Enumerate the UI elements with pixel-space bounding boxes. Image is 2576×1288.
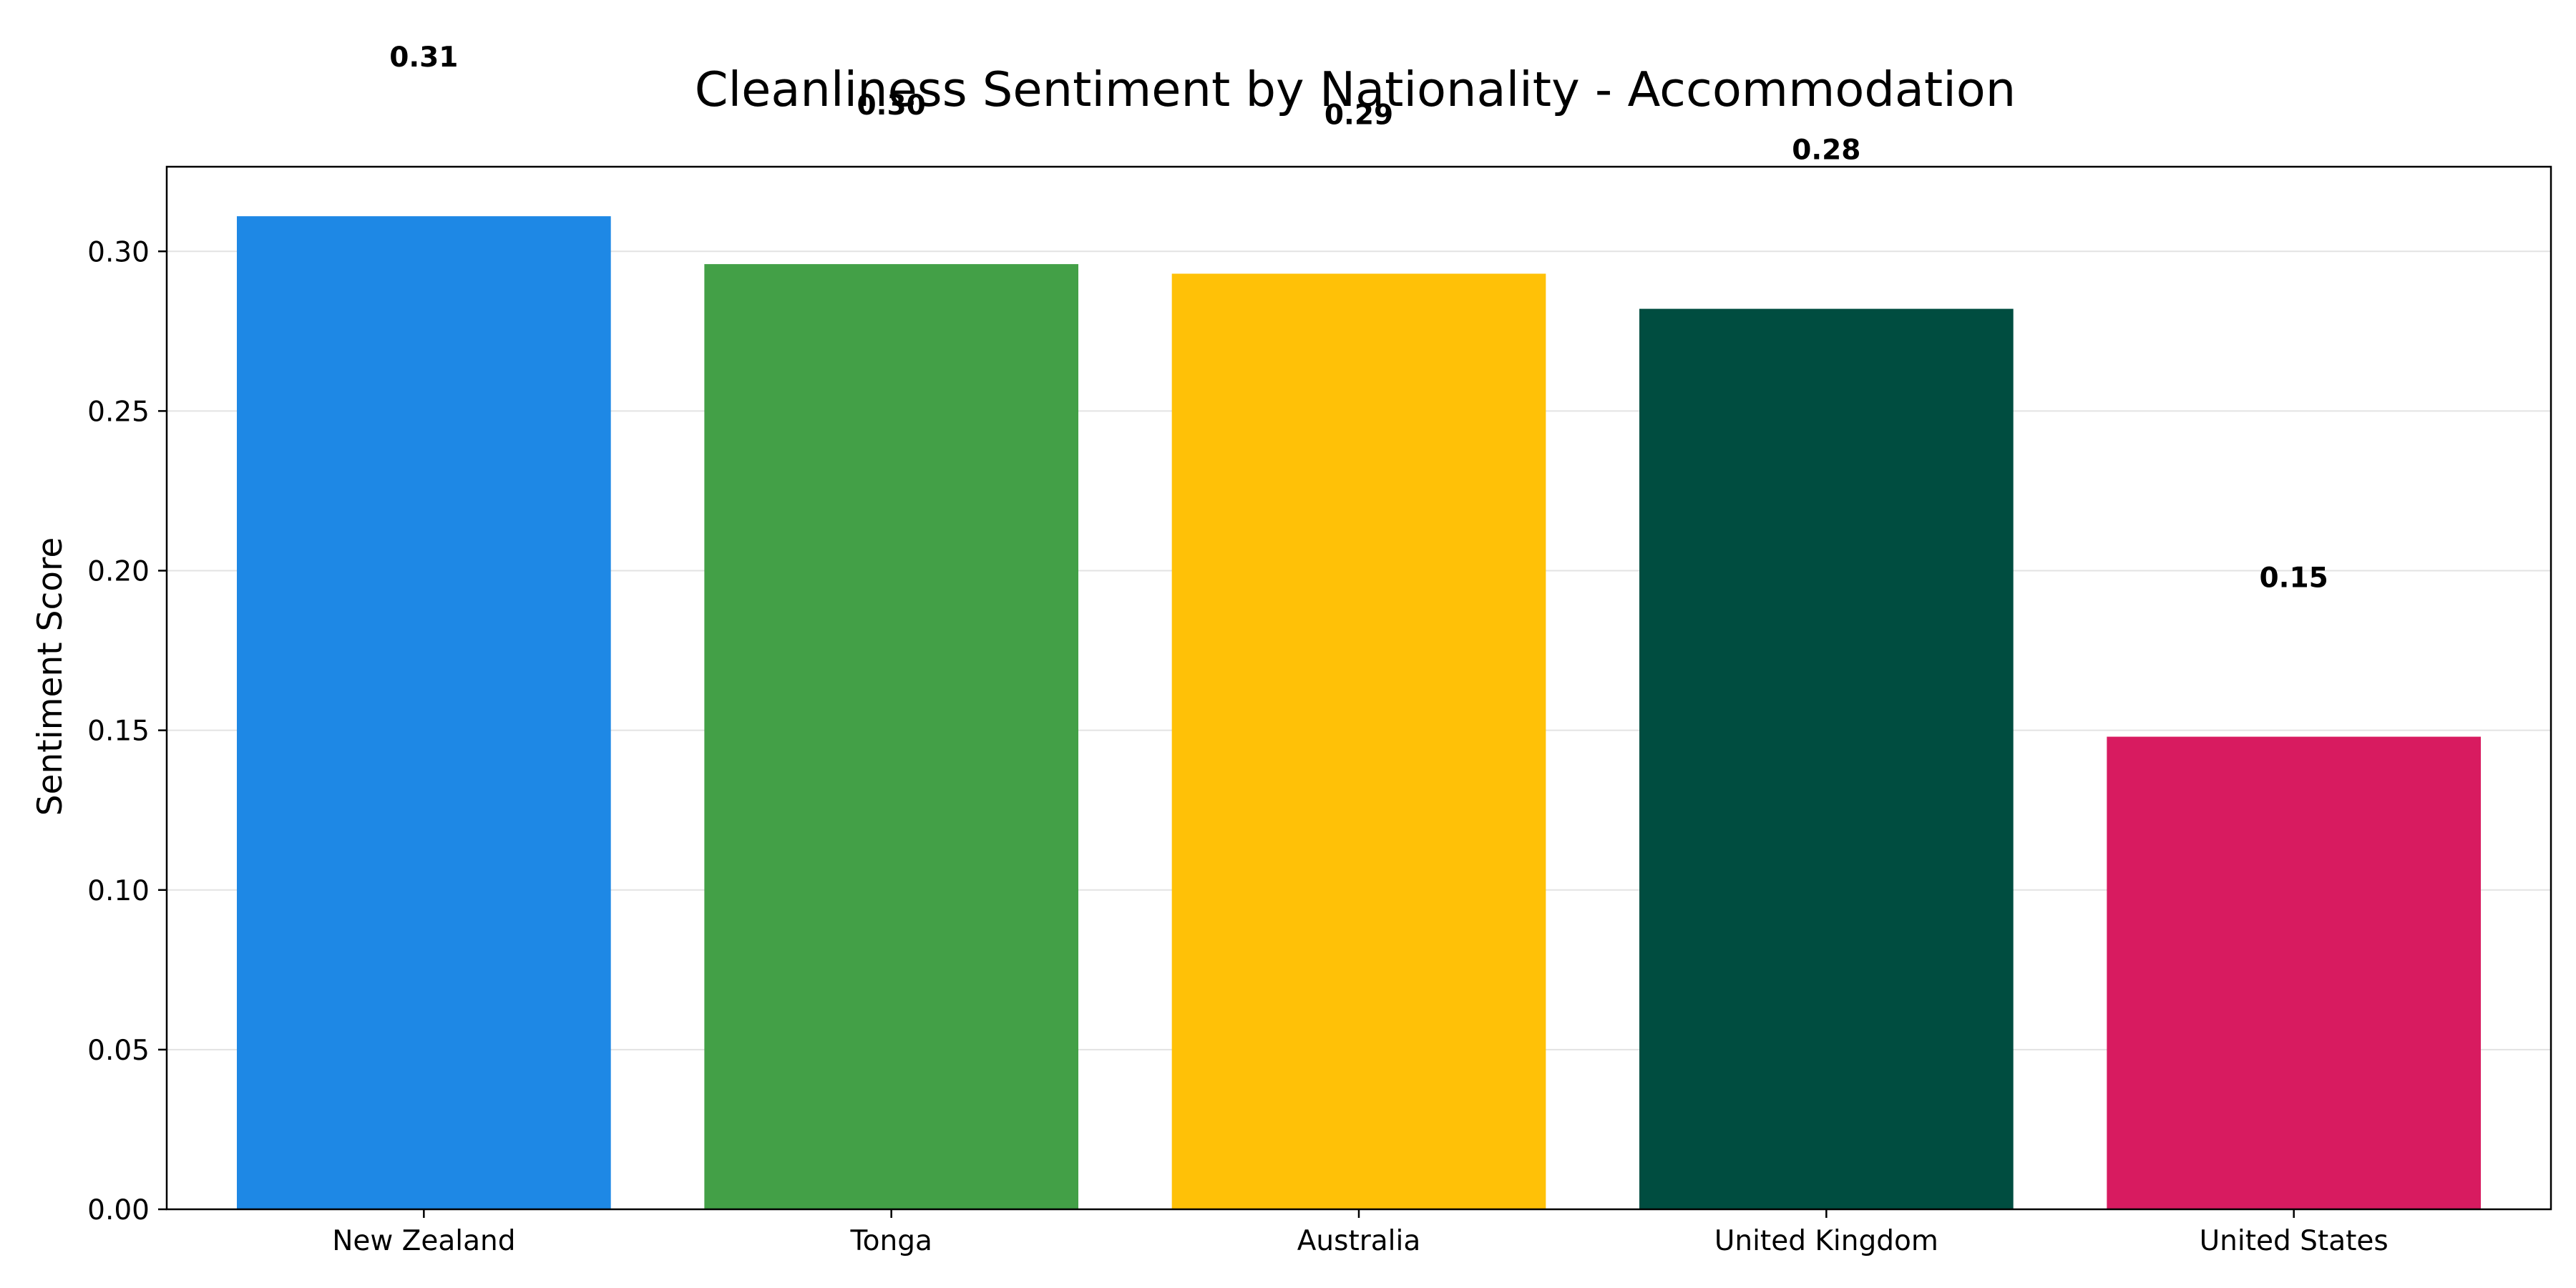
y-tick-label: 0.25	[87, 396, 150, 428]
x-tick-label: Tonga	[849, 1225, 932, 1257]
y-tick-label: 0.00	[87, 1194, 150, 1226]
x-tick-label: Australia	[1297, 1225, 1421, 1257]
y-tick-label: 0.20	[87, 556, 150, 588]
y-tick-label: 0.15	[87, 716, 150, 748]
bar-value-label: 0.15	[2260, 562, 2328, 594]
bar-united-kingdom	[1639, 308, 2014, 1210]
bar-australia	[1171, 273, 1546, 1209]
y-tick-label: 0.30	[87, 236, 150, 268]
y-tick-label: 0.10	[87, 875, 150, 907]
bar-value-labels: 0.31 0.30 0.29 0.28 0.15	[389, 42, 2328, 594]
bar-value-label: 0.29	[1324, 99, 1393, 131]
bars	[237, 216, 2481, 1210]
bar-new-zealand	[237, 216, 611, 1209]
chart-title: Cleanliness Sentiment by Nationality - A…	[695, 62, 2016, 117]
x-axis-ticks: New Zealand Tonga Australia United Kingdom U…	[332, 1209, 2389, 1257]
bar-value-label: 0.31	[389, 42, 458, 74]
y-axis-title: Sentiment Score	[31, 537, 70, 816]
bar-united-states	[2107, 736, 2481, 1209]
y-axis-ticks: 0.00 0.05 0.10 0.15 0.20 0.25 0.30	[87, 236, 167, 1226]
x-tick-label: United States	[2200, 1225, 2389, 1257]
x-tick-label: New Zealand	[332, 1225, 515, 1257]
bar-tonga	[704, 264, 1078, 1209]
x-tick-label: United Kingdom	[1714, 1225, 1938, 1257]
bar-value-label: 0.30	[857, 89, 926, 122]
y-tick-label: 0.05	[87, 1035, 150, 1067]
bar-value-label: 0.28	[1792, 134, 1860, 166]
